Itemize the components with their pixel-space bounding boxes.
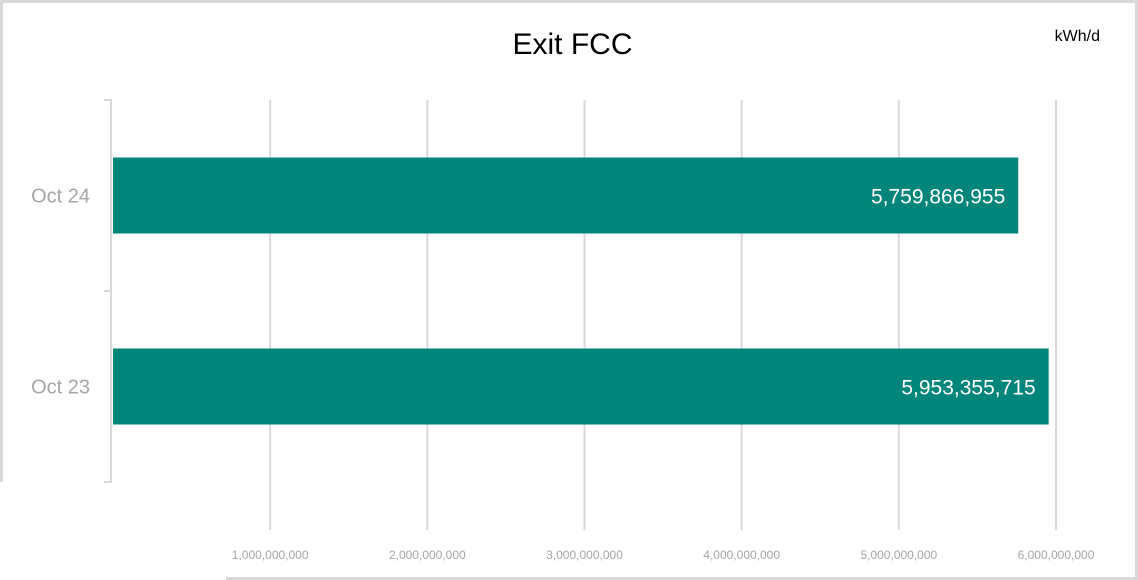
chart-frame-left bbox=[0, 0, 3, 482]
category-label: Oct 24 bbox=[31, 186, 90, 208]
data-label: 5,759,866,955 bbox=[871, 186, 1005, 209]
category-label: Oct 23 bbox=[31, 377, 90, 399]
chart-title: Exit FCC bbox=[512, 28, 633, 61]
data-label: 5,953,355,715 bbox=[901, 377, 1035, 400]
x-tick-label: 5,000,000,000 bbox=[860, 548, 937, 562]
x-tick-label: 4,000,000,000 bbox=[703, 548, 780, 562]
bar bbox=[113, 157, 1019, 234]
unit-label: kWh/d bbox=[1054, 28, 1100, 45]
chart-frame-right bbox=[1135, 0, 1138, 580]
x-tick-label: 1,000,000,000 bbox=[232, 548, 309, 562]
bar bbox=[113, 348, 1049, 425]
x-tick-label: 3,000,000,000 bbox=[546, 548, 623, 562]
x-tick-label: 2,000,000,000 bbox=[389, 548, 466, 562]
x-tick-label: 6,000,000,000 bbox=[1018, 548, 1095, 562]
chart-frame-bottom bbox=[226, 577, 1138, 580]
chart-frame-top bbox=[0, 0, 1138, 3]
